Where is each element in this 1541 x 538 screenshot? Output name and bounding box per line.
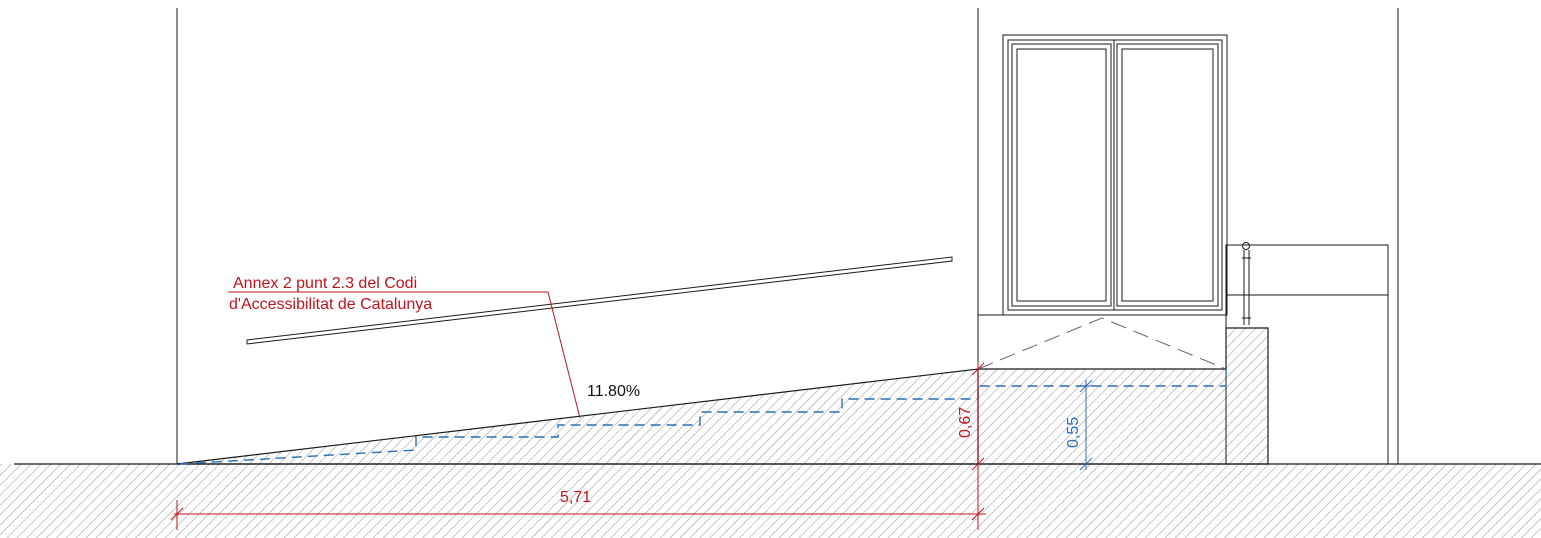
landing-block bbox=[977, 327, 1269, 465]
right-window bbox=[1225, 242, 1389, 465]
ground-hatch bbox=[0, 464, 1541, 538]
door bbox=[977, 34, 1228, 370]
length-dimension bbox=[170, 470, 986, 530]
callout-line-2: d'Accessibilitat de Catalunya bbox=[229, 296, 432, 313]
inner-height-label: 0,55 bbox=[1065, 417, 1082, 448]
total-height-label: 0,67 bbox=[957, 407, 974, 438]
ramp-wedge bbox=[176, 368, 979, 465]
slope-label: 11.80% bbox=[587, 383, 640, 400]
callout-line-1: Annex 2 punt 2.3 del Codi bbox=[233, 275, 417, 292]
handrail bbox=[246, 256, 953, 345]
blue-step-profile bbox=[179, 369, 1227, 465]
length-dimension-label: 5,71 bbox=[560, 489, 591, 506]
inner-height-dimension bbox=[1076, 379, 1096, 471]
callout-leader bbox=[228, 291, 581, 419]
total-height-dimension bbox=[971, 362, 985, 472]
